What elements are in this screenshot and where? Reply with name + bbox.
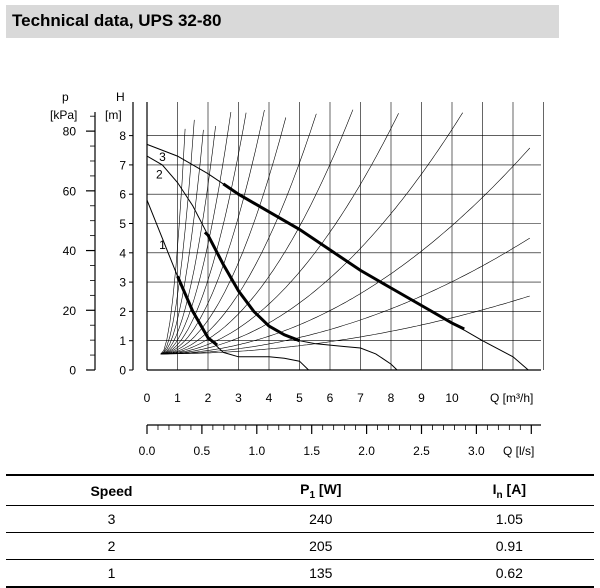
system-curve (160, 237, 530, 355)
q-axis-tick-label: 2 (205, 391, 212, 405)
qls-axis-tick-label: 2.5 (413, 444, 430, 458)
system-curve (160, 129, 204, 355)
h-axis-label: H (116, 90, 125, 104)
q-axis-tick-label: 3 (235, 391, 242, 405)
system-curve (160, 295, 530, 355)
p-axis-tick-label: 40 (63, 244, 77, 258)
q-axis-tick-label: 5 (296, 391, 303, 405)
pump-curve-2 (146, 155, 398, 371)
system-curve (160, 117, 287, 355)
h-axis-tick-label: 4 (119, 246, 126, 260)
h-axis-tick-label: 5 (119, 217, 126, 231)
title-bar: Technical data, UPS 32-80 (6, 5, 559, 38)
pump-curve-bold-3 (222, 182, 465, 331)
p-axis-unit: [kPa] (50, 108, 77, 122)
system-curve (160, 113, 399, 355)
qls-axis-label: Q [l/s] (503, 444, 534, 458)
cell-in: 1.05 (424, 505, 594, 533)
table-row: 3 240 1.05 (6, 505, 594, 533)
h-axis-tick-label: 7 (119, 158, 126, 172)
table-row: 1 135 0.62 (6, 559, 594, 588)
qls-axis-tick-label: 0.5 (194, 444, 211, 458)
system-curve (160, 125, 216, 355)
h-axis-tick-label: 2 (119, 305, 126, 319)
h-axis-tick-label: 0 (119, 364, 126, 378)
pump-curve-1 (146, 199, 309, 371)
cell-in: 0.91 (424, 532, 594, 560)
q-axis-tick-label: 0 (144, 391, 151, 405)
system-curve (160, 119, 195, 355)
cell-speed: 3 (6, 505, 217, 533)
q-axis-tick-label: 1 (174, 391, 181, 405)
curve-label-3: 3 (159, 150, 166, 164)
cell-speed: 2 (6, 532, 217, 560)
cell-p1: 240 (216, 505, 425, 533)
header-speed: Speed (6, 474, 217, 506)
cell-in: 0.62 (424, 559, 594, 588)
h-axis-tick-label: 3 (119, 276, 126, 290)
page-title: Technical data, UPS 32-80 (12, 11, 222, 30)
curve-label-2: 2 (156, 168, 163, 182)
q-axis-tick-label: 6 (327, 391, 334, 405)
p-axis-tick-label: 20 (63, 304, 77, 318)
qls-axis-tick-label: 2.0 (358, 444, 375, 458)
qls-axis-tick-label: 0.0 (139, 444, 156, 458)
q-axis-tick-label: 10 (445, 391, 459, 405)
table-header-row: Speed P1 [W] In [A] (6, 474, 594, 506)
header-in: In [A] (424, 474, 594, 506)
system-curve (160, 147, 531, 355)
specs-table: Speed P1 [W] In [A] 3 240 1.05 2 205 0.9… (6, 474, 594, 588)
h-axis-tick-label: 8 (119, 129, 126, 143)
q-axis-tick-label: 9 (418, 391, 425, 405)
system-curve (160, 112, 247, 355)
p-axis-tick-label: 0 (69, 364, 76, 378)
cell-p1: 205 (216, 532, 425, 560)
cell-p1: 135 (216, 559, 425, 588)
table-row: 2 205 0.91 (6, 532, 594, 560)
header-p1: P1 [W] (216, 474, 425, 506)
h-axis-tick-label: 1 (119, 334, 126, 348)
curve-label-1: 1 (159, 238, 166, 252)
q-axis-label: Q [m³/h] (490, 391, 533, 405)
p-axis-tick-label: 80 (63, 125, 77, 139)
system-curve (160, 112, 463, 355)
system-curve (160, 113, 317, 355)
system-curve (160, 128, 186, 355)
p-axis-tick-label: 60 (63, 184, 77, 198)
system-curve (160, 109, 265, 355)
qls-axis-tick-label: 1.5 (303, 444, 320, 458)
system-curve (160, 109, 354, 355)
h-axis-tick-label: 6 (119, 188, 126, 202)
pump-curve-bold-1 (176, 275, 219, 347)
h-axis-unit: [m] (105, 108, 122, 122)
qls-axis-tick-label: 1.0 (248, 444, 265, 458)
q-axis-tick-label: 7 (357, 391, 364, 405)
pump-curve-3 (146, 143, 529, 371)
q-axis-tick-label: 4 (266, 391, 273, 405)
p-axis-label: p (62, 90, 69, 104)
system-curve (160, 112, 232, 355)
q-axis-tick-label: 8 (388, 391, 395, 405)
pump-curve-bold-2 (203, 231, 301, 343)
cell-speed: 1 (6, 559, 217, 588)
qls-axis-tick-label: 3.0 (468, 444, 485, 458)
